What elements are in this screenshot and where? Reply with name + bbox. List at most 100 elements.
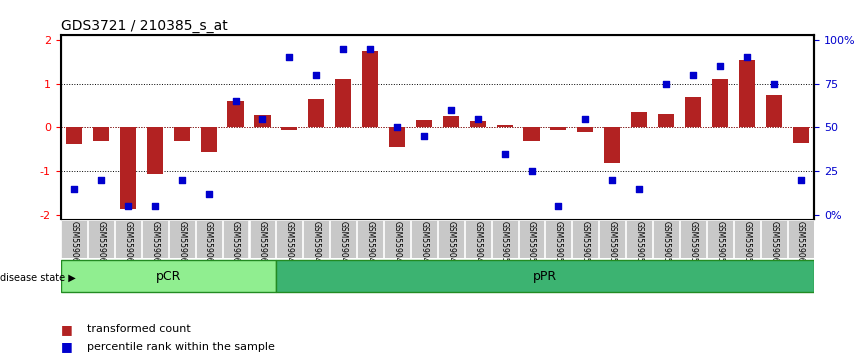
Text: GSM559062: GSM559062	[69, 222, 79, 268]
Point	[175, 177, 189, 183]
Text: GSM559069: GSM559069	[258, 222, 267, 268]
Text: GSM559051: GSM559051	[527, 222, 536, 268]
Text: GSM559064: GSM559064	[123, 222, 132, 268]
Point	[632, 186, 646, 192]
Point	[202, 191, 216, 197]
Text: percentile rank within the sample: percentile rank within the sample	[87, 342, 275, 352]
Point	[336, 46, 350, 51]
FancyBboxPatch shape	[653, 220, 679, 258]
Text: GSM559065: GSM559065	[151, 222, 159, 268]
Bar	[578, 127, 593, 132]
FancyBboxPatch shape	[788, 220, 813, 258]
Text: GSM559042: GSM559042	[285, 222, 294, 268]
Bar	[173, 127, 190, 142]
Text: GSM559053: GSM559053	[581, 222, 590, 268]
Bar	[335, 79, 352, 127]
Bar	[228, 101, 243, 127]
FancyBboxPatch shape	[115, 220, 141, 258]
Bar	[416, 120, 432, 127]
Text: GSM559054: GSM559054	[608, 222, 617, 268]
Bar	[66, 127, 82, 144]
FancyBboxPatch shape	[88, 220, 114, 258]
Text: GSM559058: GSM559058	[715, 222, 724, 268]
Point	[68, 186, 81, 192]
Bar	[551, 127, 566, 130]
FancyBboxPatch shape	[303, 220, 329, 258]
Point	[740, 55, 753, 60]
Point	[525, 169, 539, 174]
Text: GSM559061: GSM559061	[796, 222, 805, 268]
FancyBboxPatch shape	[572, 220, 598, 258]
Text: GSM559067: GSM559067	[204, 222, 213, 268]
FancyBboxPatch shape	[546, 220, 572, 258]
Text: ■: ■	[61, 341, 73, 353]
FancyBboxPatch shape	[61, 260, 276, 292]
Bar	[146, 127, 163, 174]
FancyBboxPatch shape	[61, 220, 87, 258]
FancyBboxPatch shape	[734, 220, 759, 258]
Text: GSM559068: GSM559068	[231, 222, 240, 268]
Bar	[255, 115, 270, 127]
FancyBboxPatch shape	[760, 220, 786, 258]
Point	[766, 81, 780, 86]
Text: GSM559057: GSM559057	[688, 222, 697, 268]
Point	[94, 177, 108, 183]
Text: GSM559056: GSM559056	[662, 222, 670, 268]
Text: GSM559060: GSM559060	[769, 222, 779, 268]
FancyBboxPatch shape	[223, 220, 249, 258]
Text: GSM559049: GSM559049	[473, 222, 482, 268]
Point	[444, 107, 458, 113]
FancyBboxPatch shape	[249, 220, 275, 258]
Point	[417, 133, 430, 139]
Bar	[604, 127, 620, 162]
FancyBboxPatch shape	[626, 220, 652, 258]
Point	[552, 204, 565, 209]
Point	[498, 151, 512, 156]
FancyBboxPatch shape	[196, 220, 222, 258]
FancyBboxPatch shape	[357, 220, 383, 258]
FancyBboxPatch shape	[276, 220, 302, 258]
FancyBboxPatch shape	[599, 220, 625, 258]
FancyBboxPatch shape	[707, 220, 733, 258]
FancyBboxPatch shape	[465, 220, 491, 258]
Bar	[362, 51, 378, 127]
Bar	[496, 125, 513, 127]
Point	[578, 116, 592, 121]
Bar	[201, 127, 216, 152]
Point	[605, 177, 619, 183]
Bar	[389, 127, 405, 147]
FancyBboxPatch shape	[384, 220, 410, 258]
Point	[471, 116, 485, 121]
Point	[793, 177, 807, 183]
Text: GDS3721 / 210385_s_at: GDS3721 / 210385_s_at	[61, 19, 228, 33]
Text: GSM559063: GSM559063	[96, 222, 106, 268]
Point	[363, 46, 377, 51]
Bar	[93, 127, 109, 141]
Text: GSM559059: GSM559059	[742, 222, 752, 268]
Point	[229, 98, 242, 104]
FancyBboxPatch shape	[492, 220, 518, 258]
Bar	[120, 127, 136, 209]
Text: GSM559066: GSM559066	[178, 222, 186, 268]
FancyBboxPatch shape	[142, 220, 168, 258]
FancyBboxPatch shape	[438, 220, 463, 258]
Text: GSM559045: GSM559045	[365, 222, 375, 268]
Text: GSM559052: GSM559052	[554, 222, 563, 268]
FancyBboxPatch shape	[276, 260, 814, 292]
Point	[309, 72, 323, 78]
Bar	[308, 99, 324, 127]
FancyBboxPatch shape	[519, 220, 545, 258]
Bar	[469, 121, 486, 127]
Point	[121, 204, 135, 209]
Bar	[685, 97, 701, 127]
FancyBboxPatch shape	[411, 220, 436, 258]
Bar	[658, 114, 674, 127]
Text: GSM559055: GSM559055	[635, 222, 643, 268]
Text: ■: ■	[61, 323, 73, 336]
Text: GSM559043: GSM559043	[312, 222, 320, 268]
FancyBboxPatch shape	[169, 220, 195, 258]
Point	[148, 204, 162, 209]
Bar	[766, 95, 782, 127]
Text: disease state ▶: disease state ▶	[0, 273, 75, 283]
Text: GSM559050: GSM559050	[500, 222, 509, 268]
